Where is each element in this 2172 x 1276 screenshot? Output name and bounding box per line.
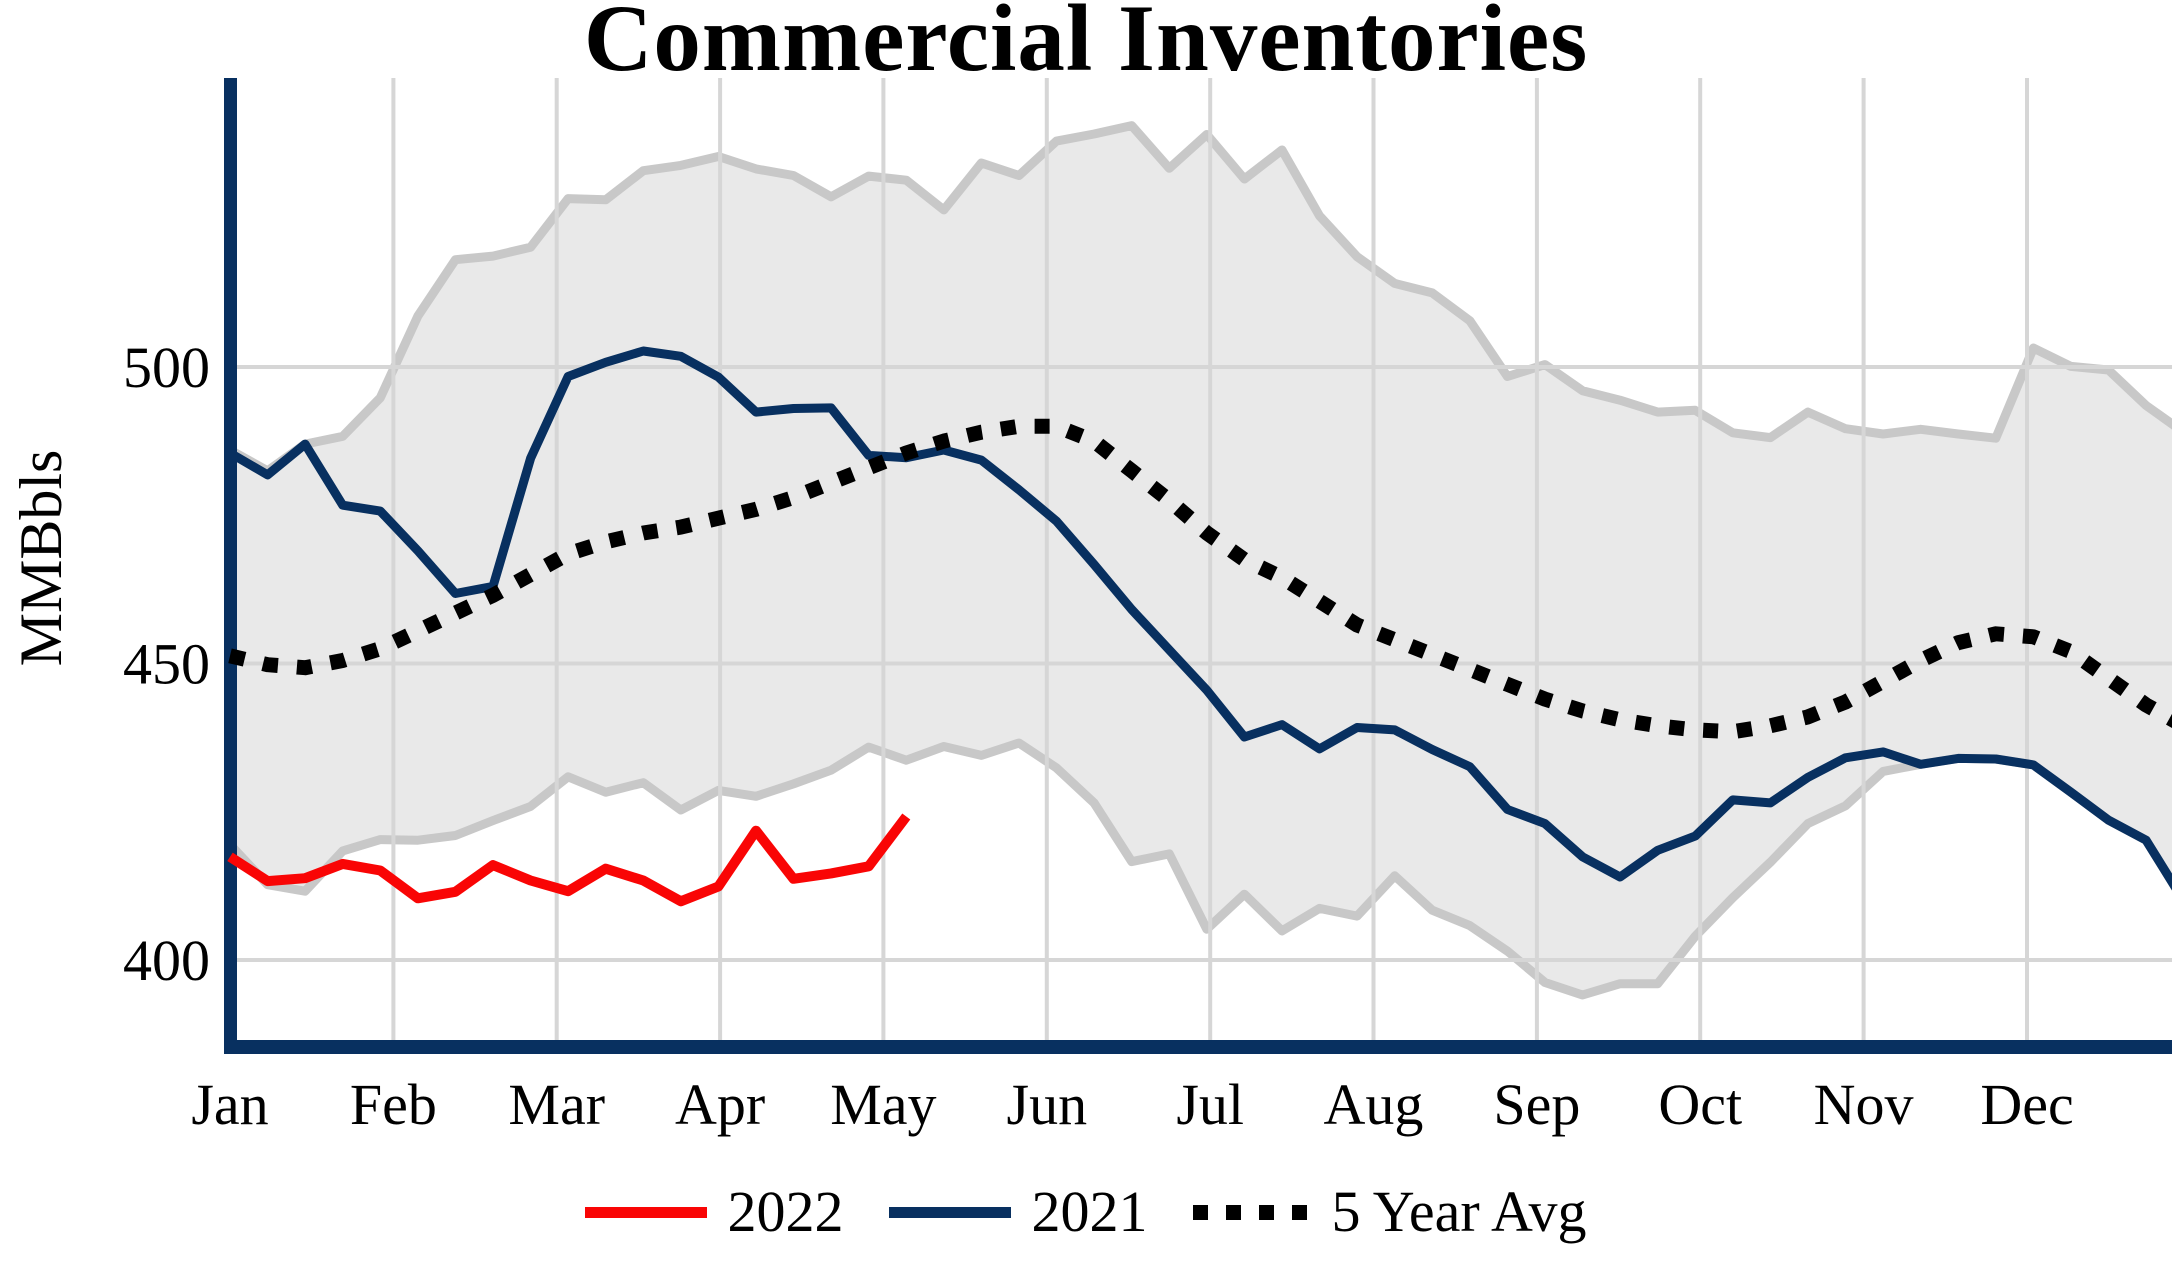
y-tick-label: 500 [123, 335, 210, 400]
x-axis-spine [224, 1040, 2172, 1054]
x-tick-label-jul: Jul [1176, 1072, 1244, 1137]
five-year-range-band [225, 121, 2172, 1000]
series-5-year-avg-line [228, 418, 2172, 740]
x-tick-label-sep: Sep [1493, 1072, 1580, 1137]
x-tick-label-jun: Jun [1007, 1072, 1088, 1137]
y-tick-label: 400 [123, 928, 210, 993]
legend-swatch-2022 [585, 1206, 708, 1218]
x-tick-label-dec: Dec [1980, 1072, 2073, 1137]
legend-label-2021: 2021 [1031, 1179, 1148, 1244]
y-tick-label: 450 [123, 632, 210, 697]
y-axis-spine [224, 78, 237, 1054]
x-tick-label-aug: Aug [1324, 1072, 1424, 1137]
series-2022-line [227, 813, 911, 907]
legend-label-2022: 2022 [727, 1179, 844, 1244]
legend-swatch-2021 [889, 1206, 1012, 1218]
legend: 2022 2021 5 Year Avg [0, 1162, 2172, 1262]
legend-item-2021: 2021 [889, 1183, 1147, 1241]
legend-label-5yr-avg: 5 Year Avg [1331, 1179, 1587, 1244]
x-tick-label-nov: Nov [1814, 1072, 1914, 1137]
x-tick-label-feb: Feb [350, 1072, 437, 1137]
x-tick-label-apr: Apr [675, 1072, 765, 1137]
x-tick-label-mar: Mar [508, 1072, 605, 1137]
legend-swatch-5yr-avg [1193, 1204, 1312, 1220]
chart-title: Commercial Inventories [583, 0, 1589, 91]
legend-item-2022: 2022 [585, 1183, 843, 1241]
x-tick-label-may: May [830, 1072, 936, 1137]
legend-item-5yr-avg: 5 Year Avg [1193, 1179, 1587, 1244]
series-2021-line [227, 346, 2172, 891]
x-tick-label-jan: Jan [191, 1072, 268, 1137]
x-tick-label-oct: Oct [1658, 1072, 1742, 1137]
